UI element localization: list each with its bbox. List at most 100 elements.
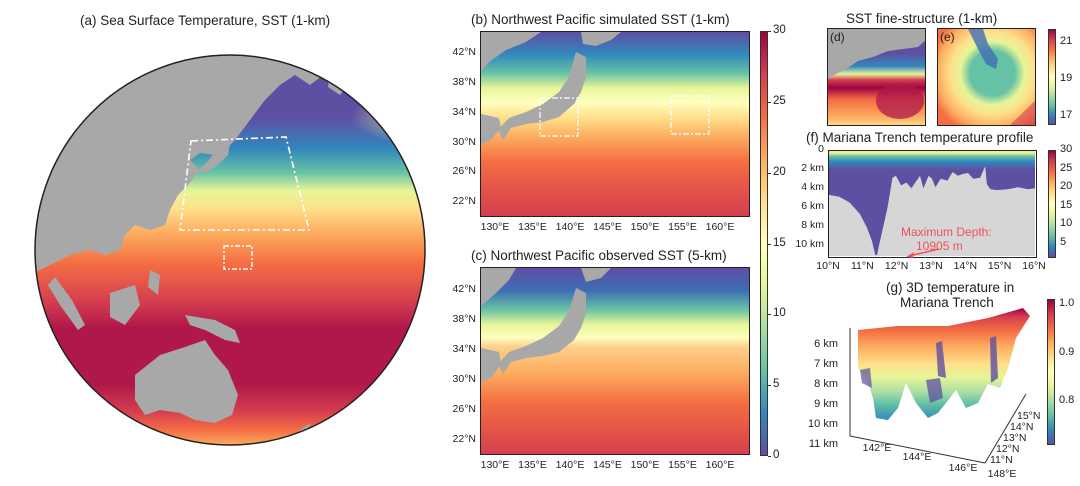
panel-g-ztick-label: 11 km [808,438,838,450]
panel-c-sst-field [481,268,749,454]
panel-f-xtick-label: 13°N [919,260,943,272]
panel-g-ztick-label: 9 km [814,398,838,410]
main-colorbar-tick-label: 15 [773,236,786,249]
panel-c-xtick-label: 160°E [705,459,735,471]
panel-g-xtick-label: 148°E [987,468,1017,480]
panel-g-title-line1: (g) 3D temperature in [886,280,1015,295]
c-ytick-label: 42°N [452,282,476,295]
g-colorbar-tick-label: 0.9 [1059,345,1075,358]
land-sumatra [48,277,85,330]
panel-f-plot [828,150,1037,258]
panel-a-title: (a) Sea Surface Temperature, SST (1-km) [80,13,331,28]
panel-g-ztick-label: 7 km [814,358,838,370]
panel-e-cold-filament [968,29,998,69]
panel-e-map: (e) [937,28,1036,126]
f-colorbar [1048,150,1056,258]
main-colorbar-tick-mark [768,456,771,457]
panel-c-land-japan [498,288,586,374]
c-ytick-label: 34°N [452,342,476,355]
panel-d-land [828,29,925,79]
main-colorbar-tick-mark [768,31,771,32]
panel-g-xtick-label: 142°E [862,442,892,454]
de-colorbar [1048,29,1056,125]
panel-b-land-japan [498,52,586,140]
de-colorbar-tick-label: 19 [1060,71,1073,84]
panel-g-xtick-label: 146°E [948,462,978,474]
g-colorbar-tick-label: 0.8 [1059,394,1075,407]
panel-b-land-hokkaido [581,32,621,46]
panel-g-ytick-label: 11°N [990,454,1013,466]
b-ytick-label: 22°N [452,195,476,208]
panel-g-ytick-label: 14°N [1010,421,1034,433]
b-ytick-label: 26°N [452,165,476,178]
land-japan [198,137,230,173]
main-colorbar-tick-mark [768,385,771,387]
panel-c-xtick-label: 135°E [518,459,547,471]
g-colorbar-tick-label: 1.0 [1059,296,1075,309]
b-ytick-label: 38°N [452,76,476,89]
panel-b-xtick-label: 150°E [630,221,660,233]
panel-g-ztick-label: 10 km [808,418,838,430]
panel-de-title: SST fine-structure (1-km) [846,11,998,26]
main-colorbar [760,31,768,456]
panel-c-xtick-label: 150°E [630,459,660,471]
panel-f-title: (f) Mariana Trench temperature profile [806,130,1034,145]
g-colorbar [1047,299,1055,445]
panel-g-ztick-label: 8 km [814,378,838,390]
panel-b-xtick-label: 145°E [593,221,622,233]
panel-g-3d-plot [849,308,1030,464]
globe-outline [34,54,426,446]
panel-g-ytick-label: 12°N [996,443,1020,455]
panel-b-land-korea [481,114,501,144]
panel-g-xtick-label: 144°E [902,451,932,463]
panel-b-xtick-label: 130°E [480,221,510,233]
panel-f-xtick-label: 11°N [850,260,874,272]
panel-c-title: (c) Northwest Pacific observed SST (5-km… [471,248,727,263]
b-ytick-label: 42°N [452,46,476,59]
b-ytick-label: 30°N [452,135,476,148]
main-colorbar-tick-mark [768,172,771,174]
panel-b-xtick-label: 155°E [668,221,697,233]
panel-f-seafloor [829,166,1035,256]
panel-g-cold-streak-4 [926,378,943,403]
panel-g-cold-streak-2 [990,336,998,383]
panel-c-xtick-label: 155°E [668,459,697,471]
panel-f-xtick-label: 14°N [953,260,978,272]
de-colorbar-tick-label: 17 [1060,108,1073,121]
panel-b-box-e [670,95,710,135]
f-colorbar-tick-label: 10 [1060,217,1073,230]
panel-c-land-hokkaido [581,268,611,282]
c-ytick-label: 30°N [452,372,476,385]
panel-f-annotation-arrow [906,248,940,258]
panel-g-ztick-label: 6 km [814,338,838,350]
f-colorbar-tick-label: 5 [1060,236,1067,249]
main-colorbar-tick-mark [768,314,771,316]
panel-f-ytick-label: 2 km [801,162,824,175]
land-new-guinea [185,315,240,343]
panel-c-map [480,267,750,455]
panel-f-annotation-line1: Maximum Depth: [901,225,992,239]
globe-domain-box-trench [223,245,253,270]
panel-g-x-axis [849,435,986,464]
panel-b-xtick-label: 140°E [555,221,585,233]
panel-c-xtick-label: 140°E [555,459,585,471]
land-siberia-top [270,55,425,65]
main-colorbar-tick-mark [768,243,771,245]
panel-b-xtick-label: 135°E [518,221,547,233]
panel-b-map [480,31,750,217]
panel-f-ytick-label: 4 km [801,181,824,194]
panel-g-ytick-label: 15°N [1017,410,1041,422]
f-colorbar-tick-label: 25 [1060,161,1073,174]
main-colorbar-tick-label: 30 [773,24,786,36]
panel-f-xtick-label: 16°N [1022,260,1046,272]
panel-b-land-korea-china [481,32,541,72]
c-ytick-label: 26°N [452,402,476,415]
main-colorbar-tick-label: 20 [773,165,786,178]
f-colorbar-tick-label: 20 [1060,180,1073,193]
main-colorbar-tick-mark [768,101,771,103]
panel-f-ytick-label: 10 km [795,238,824,251]
panel-f-ytick-label: 0 [818,143,824,155]
panel-f-xtick-label: 12°N [884,260,909,272]
panel-g-cold-streak-1 [936,341,946,378]
land-australia [135,340,238,423]
